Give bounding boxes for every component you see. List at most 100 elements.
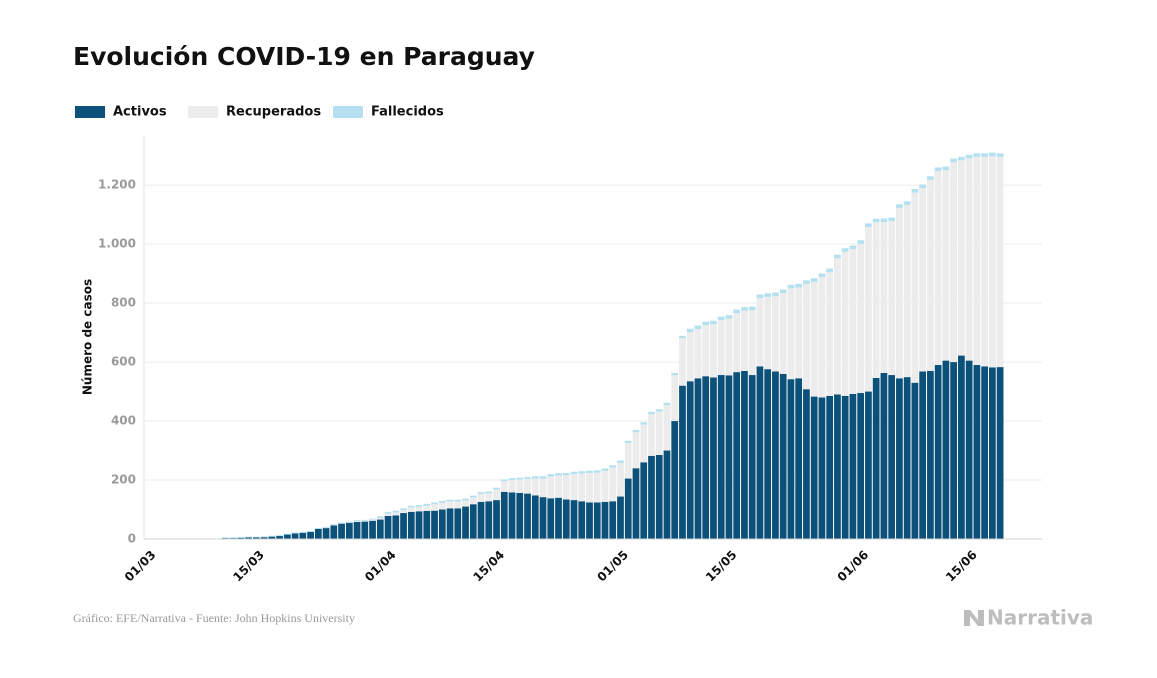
bar-segment [733, 372, 740, 539]
bar-segment [950, 162, 957, 362]
bar-segment [454, 502, 461, 509]
bar-segment [687, 329, 694, 333]
bar-segment [501, 492, 508, 539]
bar-segment [524, 479, 531, 494]
bar-segment [416, 507, 423, 511]
bar-segment [555, 498, 562, 539]
legend-label: Fallecidos [371, 105, 444, 120]
bar-segment [819, 274, 826, 278]
bar-segment [454, 500, 461, 502]
bar-segment [431, 504, 438, 510]
bar-segment [726, 319, 733, 376]
bar-segment [702, 322, 709, 326]
bar-segment [361, 521, 368, 522]
bar-segment [873, 378, 880, 539]
bar-segment [447, 502, 454, 509]
bar-segment [989, 367, 996, 539]
bar-segment [757, 366, 764, 539]
bar-segment [369, 520, 376, 521]
bar-segment [594, 470, 601, 472]
bar-segment [609, 465, 616, 467]
bar-segment [439, 510, 446, 539]
bar-segment [571, 472, 578, 474]
bar-segment [462, 507, 469, 539]
bar-segment [702, 376, 709, 539]
bar-segment [369, 519, 376, 520]
bar-segment [772, 296, 779, 371]
bar-segment [633, 430, 640, 432]
bar-segment [501, 481, 508, 492]
bar-segment [524, 477, 531, 479]
bar-segment [733, 313, 740, 372]
bar-segment [974, 157, 981, 365]
bar-segment [563, 499, 570, 539]
bar-segment [299, 532, 306, 533]
bar-segment [997, 367, 1004, 539]
bar-segment [989, 153, 996, 157]
bar-segment [733, 310, 740, 314]
bar-segment [811, 397, 818, 539]
bar-segment [578, 501, 585, 539]
legend-swatch [333, 106, 363, 118]
bar-segment [648, 412, 655, 414]
y-tick-label: 1.200 [98, 178, 136, 192]
chart-title: Evolución COVID-19 en Paraguay [73, 42, 535, 71]
bar-segment [594, 502, 601, 539]
bar-segment [470, 504, 477, 539]
bar-segment [578, 474, 585, 502]
bar-segment [485, 493, 492, 501]
bar-segment [904, 201, 911, 205]
bar-segment [912, 383, 919, 539]
bar-segment [865, 227, 872, 392]
bar-segment [431, 502, 438, 504]
bar-segment [237, 537, 244, 538]
bar-segment [462, 500, 469, 506]
bar-segment [788, 379, 795, 539]
bar-segment [803, 284, 810, 389]
bar-segment [981, 157, 988, 367]
bar-segment [764, 297, 771, 369]
bar-segment [842, 396, 849, 539]
y-axis-label: Número de casos [81, 279, 95, 395]
bar-segment [757, 298, 764, 366]
bar-segment [509, 478, 516, 480]
bar-segment [532, 479, 539, 496]
bar-segment [478, 502, 485, 539]
bar-segment [726, 375, 733, 539]
bar-segment [385, 512, 392, 514]
bar-segment [935, 171, 942, 365]
bar-segment [524, 494, 531, 539]
y-tick-label: 0 [128, 532, 136, 546]
bar-segment [315, 528, 322, 529]
bar-segment [385, 514, 392, 516]
bar-segment [842, 248, 849, 252]
bar-segment [571, 474, 578, 500]
bar-segment [609, 501, 616, 539]
bar-segment [485, 501, 492, 539]
bar-segment [648, 456, 655, 539]
bar-segment [780, 290, 787, 294]
bar-segment [516, 479, 523, 493]
bar-segment [919, 185, 926, 189]
bar-segment [392, 511, 399, 513]
bar-segment [338, 522, 345, 523]
bar-segment [842, 252, 849, 396]
bar-segment [602, 502, 609, 539]
bar-segment [718, 317, 725, 321]
y-tick-label: 200 [111, 473, 136, 487]
bar-segment [958, 160, 965, 355]
bar-segment [586, 471, 593, 473]
bar-segment [532, 476, 539, 478]
bar-segment [881, 373, 888, 539]
bar-segment [292, 533, 299, 534]
bar-segment [222, 537, 229, 538]
bar-segment [470, 497, 477, 504]
bar-segment [950, 159, 957, 163]
bar-segment [571, 500, 578, 539]
bar-segment [416, 511, 423, 539]
bar-segment [772, 372, 779, 539]
bar-segment [671, 373, 678, 375]
bar-segment [392, 512, 399, 515]
bar-segment [865, 223, 872, 227]
